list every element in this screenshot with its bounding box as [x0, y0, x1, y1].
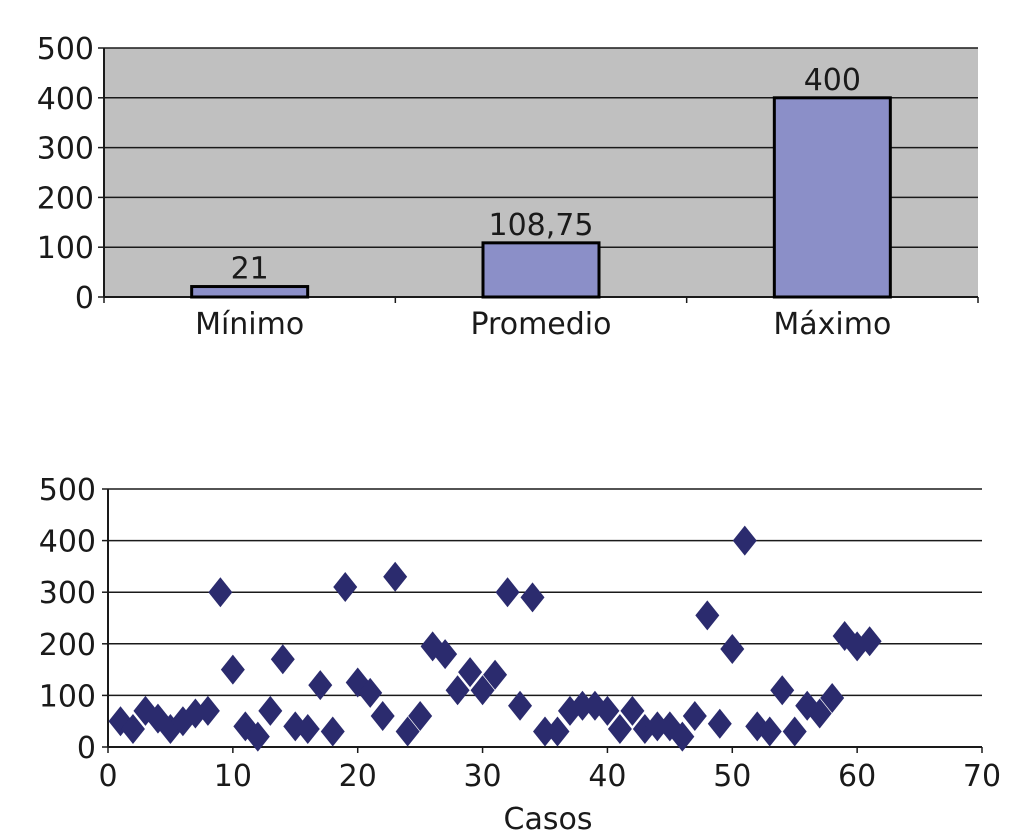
scatter-point	[383, 561, 408, 592]
scatter-point	[220, 654, 245, 685]
y-tick-label: 400	[37, 82, 94, 117]
category-label: Mínimo	[195, 307, 304, 342]
scatter-point	[308, 670, 333, 701]
scatter-point	[470, 675, 495, 706]
y-tick-label: 200	[39, 628, 96, 663]
scatter-point	[408, 701, 433, 732]
scatter-point	[483, 659, 508, 690]
scatter-point	[620, 695, 645, 726]
x-tick-label: 0	[98, 759, 117, 794]
data-label: 108,75	[489, 208, 594, 243]
scatter-point	[732, 525, 757, 556]
x-tick-label: 10	[214, 759, 252, 794]
scatter-point	[445, 675, 470, 706]
scatter-point	[495, 577, 520, 608]
scatter-point	[545, 716, 570, 747]
scatter-point	[370, 701, 395, 732]
scatter-point	[757, 716, 782, 747]
scatter-point	[820, 682, 845, 713]
scatter-point	[595, 695, 620, 726]
scatter-point	[695, 600, 720, 631]
category-label: Promedio	[470, 307, 611, 342]
scatter-point	[458, 657, 483, 688]
x-axis-title: Casos	[504, 802, 593, 833]
data-label: 21	[231, 252, 269, 287]
x-tick-label: 60	[838, 759, 876, 794]
scatter-point	[395, 716, 420, 747]
x-tick-label: 70	[963, 759, 1001, 794]
scatter-point	[433, 639, 458, 670]
scatter-point	[707, 708, 732, 739]
scatter-point	[120, 713, 145, 744]
scatter-point	[770, 675, 795, 706]
scatter-point	[270, 644, 295, 675]
y-tick-label: 0	[75, 281, 94, 316]
scatter-point	[320, 716, 345, 747]
scatter-point	[333, 572, 358, 603]
scatter-point	[533, 716, 557, 747]
scatter-point	[607, 713, 632, 744]
x-tick-label: 20	[339, 759, 377, 794]
y-tick-label: 300	[37, 132, 94, 167]
data-label: 400	[804, 63, 861, 98]
y-tick-label: 500	[37, 32, 94, 67]
scatter-point	[233, 711, 258, 742]
scatter-point	[645, 711, 670, 742]
bar-chart: 0 100 200 300 400 500 21 Mínimo 108,75 Promedio 40…	[37, 32, 979, 342]
scatter-point	[208, 577, 233, 608]
scatter-point	[295, 713, 320, 744]
x-tick-label: 30	[463, 759, 501, 794]
scatter-point	[782, 716, 807, 747]
x-tick-label: 40	[588, 759, 626, 794]
y-tick-label: 100	[39, 679, 96, 714]
scatter-point	[807, 698, 832, 729]
scatter-point	[570, 690, 595, 721]
x-tick-label: 50	[713, 759, 751, 794]
scatter-chart: 0 100 200 300 400 500 0 10 20 30 40 50 60 70 Casos	[39, 473, 1001, 833]
bar	[772, 96, 892, 299]
scatter-point	[682, 701, 707, 732]
y-tick-label: 400	[39, 525, 96, 560]
bar	[190, 285, 310, 299]
y-tick-label: 0	[77, 731, 96, 766]
y-tick-label: 200	[37, 181, 94, 216]
scatter-point	[520, 582, 545, 613]
scatter-point	[670, 721, 695, 752]
scatter-point	[720, 633, 745, 664]
y-tick-label: 500	[39, 473, 96, 508]
scatter-point	[358, 677, 383, 708]
y-tick-label: 300	[39, 576, 96, 611]
scatter-point	[195, 695, 220, 726]
scatter-point	[508, 690, 533, 721]
scatter-point	[857, 626, 882, 657]
bar	[481, 241, 601, 299]
y-tick-label: 100	[37, 231, 94, 266]
scatter-point	[245, 721, 270, 752]
scatter-point	[258, 695, 283, 726]
category-label: Máximo	[773, 307, 891, 342]
